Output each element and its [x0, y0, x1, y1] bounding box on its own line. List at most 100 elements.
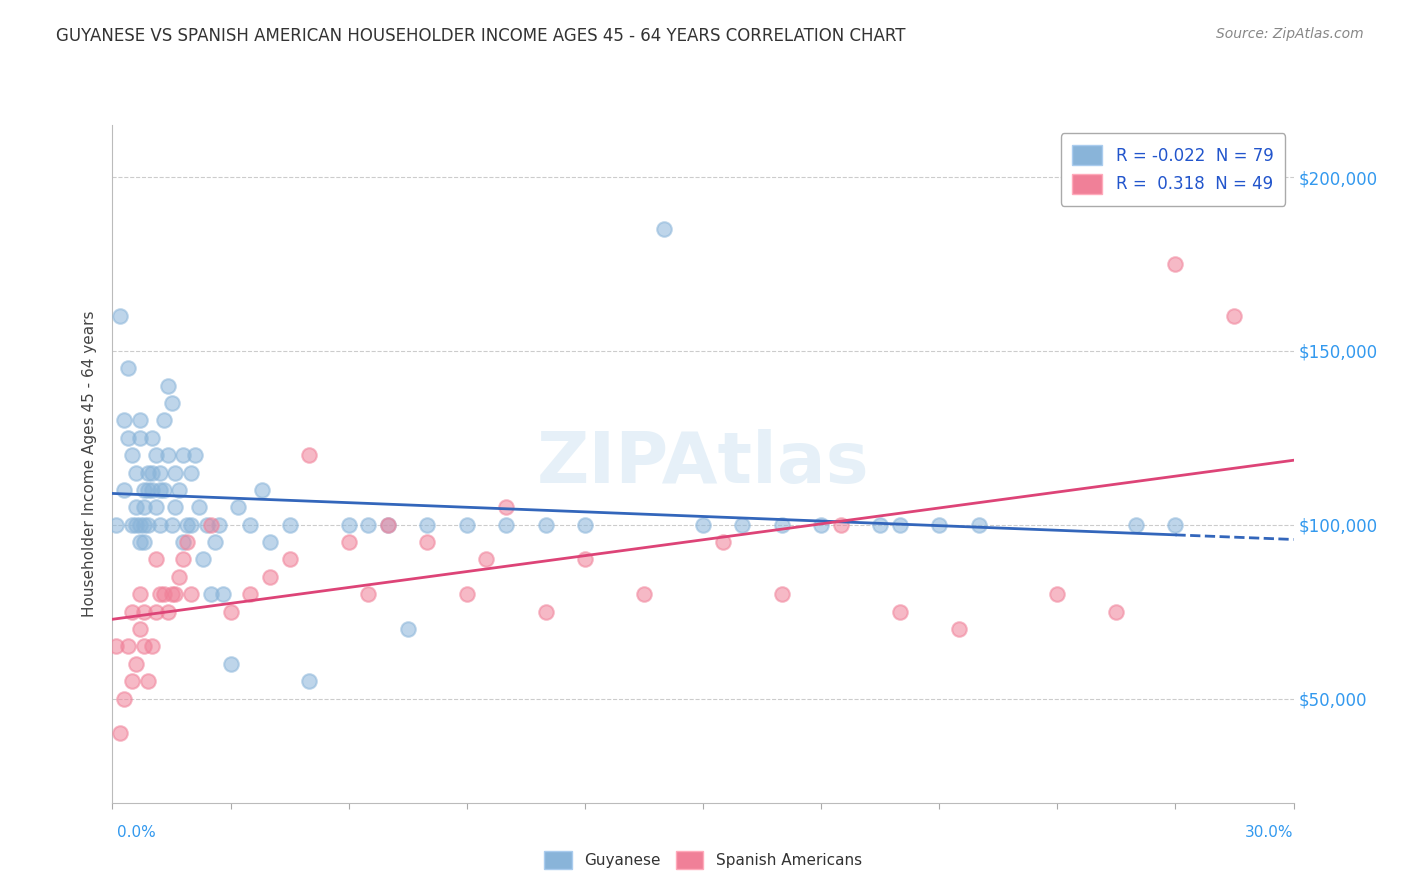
Point [172, 535, 194, 549]
Point [495, 500, 517, 515]
Point [770, 517, 793, 532]
Point [129, 622, 152, 636]
Point [259, 535, 281, 549]
Point [176, 517, 198, 532]
Text: GUYANESE VS SPANISH AMERICAN HOUSEHOLDER INCOME AGES 45 - 64 YEARS CORRELATION C: GUYANESE VS SPANISH AMERICAN HOUSEHOLDER… [56, 27, 905, 45]
Point [377, 517, 399, 532]
Point [830, 517, 852, 532]
Point [110, 309, 132, 323]
Point [129, 535, 152, 549]
Text: ZIPAtlas: ZIPAtlas [537, 429, 869, 499]
Point [731, 517, 754, 532]
Point [156, 378, 179, 392]
Point [136, 466, 159, 480]
Point [125, 500, 148, 515]
Point [129, 431, 152, 445]
Point [160, 396, 183, 410]
Point [156, 605, 179, 619]
Point [145, 605, 167, 619]
Point [112, 691, 135, 706]
Point [711, 535, 734, 549]
Point [219, 657, 242, 671]
Point [180, 517, 202, 532]
Point [191, 552, 214, 566]
Point [141, 466, 163, 480]
Point [692, 517, 714, 532]
Text: 0.0%: 0.0% [117, 825, 156, 840]
Point [152, 413, 174, 427]
Point [228, 500, 250, 515]
Point [200, 587, 222, 601]
Point [112, 413, 135, 427]
Point [117, 431, 139, 445]
Point [125, 657, 148, 671]
Point [165, 466, 187, 480]
Point [136, 517, 159, 532]
Point [176, 535, 198, 549]
Legend: Guyanese, Spanish Americans: Guyanese, Spanish Americans [538, 845, 868, 875]
Point [152, 587, 174, 601]
Point [136, 483, 159, 497]
Point [152, 483, 174, 497]
Point [160, 587, 183, 601]
Y-axis label: Householder Income Ages 45 - 64 years: Householder Income Ages 45 - 64 years [82, 310, 97, 617]
Point [145, 500, 167, 515]
Point [534, 517, 557, 532]
Point [172, 448, 194, 462]
Point [219, 605, 242, 619]
Point [125, 466, 148, 480]
Point [125, 517, 148, 532]
Point [456, 517, 478, 532]
Point [416, 535, 439, 549]
Point [105, 517, 128, 532]
Point [770, 587, 793, 601]
Point [145, 552, 167, 566]
Point [180, 587, 202, 601]
Legend: R = -0.022  N = 79, R =  0.318  N = 49: R = -0.022 N = 79, R = 0.318 N = 49 [1060, 133, 1285, 205]
Point [948, 622, 970, 636]
Point [810, 517, 832, 532]
Point [377, 517, 399, 532]
Point [165, 587, 187, 601]
Point [132, 640, 155, 654]
Point [132, 483, 155, 497]
Point [357, 517, 380, 532]
Point [149, 483, 172, 497]
Point [121, 517, 143, 532]
Point [574, 517, 596, 532]
Point [456, 587, 478, 601]
Point [211, 587, 233, 601]
Point [180, 466, 202, 480]
Point [416, 517, 439, 532]
Point [298, 448, 321, 462]
Point [149, 517, 172, 532]
Point [141, 640, 163, 654]
Point [239, 587, 262, 601]
Point [1125, 517, 1147, 532]
Text: 30.0%: 30.0% [1246, 825, 1294, 840]
Point [495, 517, 517, 532]
Point [208, 517, 231, 532]
Point [298, 674, 321, 689]
Point [132, 517, 155, 532]
Point [112, 483, 135, 497]
Point [357, 587, 380, 601]
Point [129, 587, 152, 601]
Point [169, 570, 191, 584]
Text: Source: ZipAtlas.com: Source: ZipAtlas.com [1216, 27, 1364, 41]
Point [156, 448, 179, 462]
Point [1223, 309, 1246, 323]
Point [1164, 257, 1187, 271]
Point [475, 552, 498, 566]
Point [129, 413, 152, 427]
Point [141, 483, 163, 497]
Point [129, 517, 152, 532]
Point [121, 605, 143, 619]
Point [869, 517, 891, 532]
Point [110, 726, 132, 740]
Point [337, 535, 360, 549]
Point [145, 448, 167, 462]
Point [149, 466, 172, 480]
Point [250, 483, 273, 497]
Point [889, 517, 911, 532]
